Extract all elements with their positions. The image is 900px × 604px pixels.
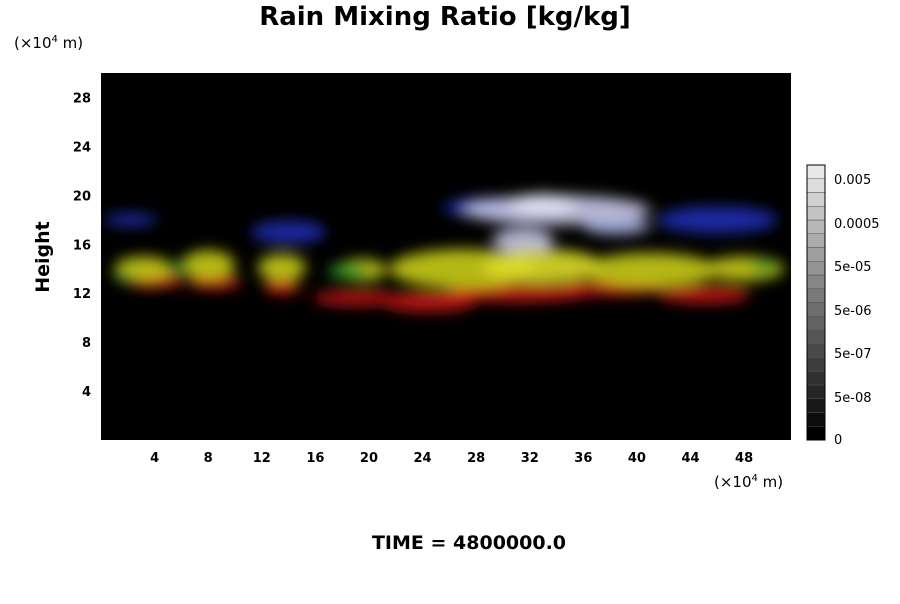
x-tick-label: 8: [204, 451, 213, 466]
colorbar-level: [806, 178, 826, 193]
rain-feature-11: [657, 206, 778, 234]
y-tick-label: 4: [82, 385, 91, 400]
rain-feature-26: [327, 263, 371, 279]
y-tick-label: 12: [73, 287, 91, 302]
colorbar-level: [806, 384, 826, 399]
colorbar-labels: 0.005 0.0005 5e-05 5e-06 5e-07 5e-08 0: [834, 173, 880, 448]
colorbar-level: [806, 274, 826, 289]
colorbar-level: [806, 206, 826, 221]
chart-title: Rain Mixing Ratio [kg/kg]: [259, 2, 631, 32]
rain-feature-22: [583, 252, 718, 288]
x-axis-unit: (×104 m): [714, 473, 783, 491]
rain-feature-17: [181, 250, 235, 280]
rain-feature-13: [509, 194, 577, 214]
colorbar-level: [806, 412, 826, 427]
colorbar-label: 5e-06: [834, 304, 872, 319]
x-tick-label: 16: [306, 451, 324, 466]
colorbar-level: [806, 247, 826, 262]
colorbar-level: [806, 233, 826, 248]
colorbar-level: [806, 302, 826, 317]
y-tick-label: 8: [82, 336, 91, 351]
colorbar-level: [806, 343, 826, 358]
x-tick-label: 4: [150, 451, 159, 466]
colorbar-level: [806, 316, 826, 331]
colorbar-label: 0: [834, 433, 842, 448]
colorbar: [806, 164, 826, 441]
colorbar-label: 0.005: [834, 173, 871, 188]
y-axis-label: Height: [32, 221, 54, 293]
y-axis-unit: (×104 m): [14, 34, 83, 52]
rain-feature-27: [750, 260, 778, 273]
y-tick-labels: 4 8 12 16 20 24 28: [73, 91, 91, 400]
colorbar-label: 5e-08: [834, 391, 872, 406]
colorbar-level: [806, 164, 826, 179]
time-label: TIME = 4800000.0: [372, 532, 566, 554]
colorbar-level: [806, 357, 826, 372]
rain-feature-3: [312, 290, 399, 306]
x-tick-label: 28: [467, 451, 485, 466]
rain-feature-15: [583, 217, 651, 235]
colorbar-label: 0.0005: [834, 217, 880, 232]
x-tick-labels: 4 8 12 16 20 24 28 32 36 40 44 48: [150, 451, 753, 466]
x-tick-label: 24: [414, 451, 432, 466]
x-tick-label: 32: [521, 451, 539, 466]
colorbar-frame: [806, 164, 826, 441]
y-tick-label: 20: [73, 189, 91, 204]
colorbar-label: 5e-05: [834, 260, 872, 275]
y-tick-label: 28: [73, 91, 91, 106]
rain-feature-7: [657, 285, 751, 303]
colorbar-level: [806, 261, 826, 276]
y-tick-label: 16: [73, 238, 91, 253]
colorbar-level: [806, 329, 826, 344]
rain-feature-25: [167, 262, 190, 275]
rain-feature-14: [492, 228, 554, 253]
rain-feature-8: [103, 213, 158, 226]
rain-feature-5: [442, 284, 591, 302]
x-tick-label: 44: [681, 451, 699, 466]
y-tick-label: 24: [73, 140, 91, 155]
colorbar-label: 5e-07: [834, 347, 872, 362]
x-tick-label: 40: [628, 451, 646, 466]
x-tick-label: 36: [574, 451, 592, 466]
x-tick-label: 48: [735, 451, 753, 466]
rain-field-layer: [103, 194, 785, 312]
rain-feature-24: [114, 272, 136, 283]
rain-feature-2: [263, 279, 301, 295]
colorbar-level: [806, 398, 826, 413]
colorbar-level: [806, 219, 826, 234]
rain-feature-9: [251, 221, 327, 244]
x-tick-label: 12: [253, 451, 271, 466]
colorbar-level: [806, 192, 826, 207]
rain-feature-21: [482, 249, 604, 284]
x-tick-label: 20: [360, 451, 378, 466]
colorbar-level: [806, 288, 826, 303]
colorbar-level: [806, 371, 826, 386]
rain-feature-18: [257, 254, 306, 281]
colorbar-level: [806, 426, 826, 441]
